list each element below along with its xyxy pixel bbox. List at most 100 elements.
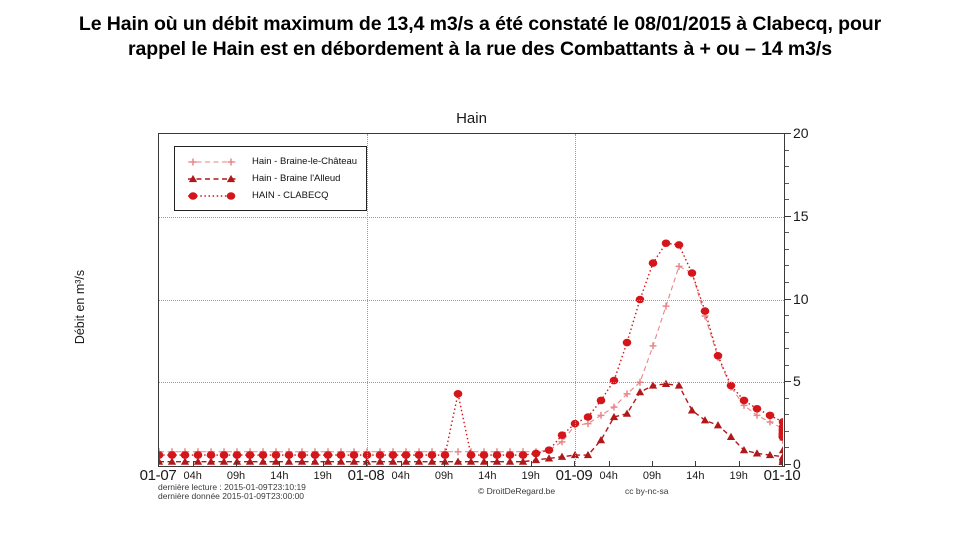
x-tick-label: 01-08 — [347, 467, 385, 484]
data-point — [518, 457, 528, 465]
data-point — [544, 446, 554, 454]
data-point — [610, 403, 618, 411]
data-point — [766, 418, 774, 426]
data-point — [661, 239, 671, 248]
data-point — [479, 457, 489, 465]
data-point — [479, 451, 489, 459]
data-point — [310, 451, 320, 459]
data-point — [492, 457, 502, 465]
data-point — [159, 451, 164, 459]
data-point — [687, 269, 697, 277]
data-point — [193, 451, 203, 459]
y-tick-mark-minor — [785, 331, 789, 333]
copyright-caption: © DroitDeRegard.be — [478, 486, 556, 496]
data-point — [159, 448, 163, 456]
y-tick-mark — [785, 381, 791, 383]
data-point — [635, 388, 645, 396]
data-point — [726, 381, 736, 390]
data-point — [388, 451, 398, 459]
data-point — [414, 451, 424, 459]
data-point — [648, 259, 658, 267]
data-point — [180, 451, 190, 459]
x-tick-label: 04h — [599, 470, 618, 482]
data-point — [662, 302, 670, 310]
data-point — [453, 390, 463, 398]
y-tick-mark — [785, 298, 791, 300]
data-point — [349, 457, 359, 465]
x-tick-mark — [738, 461, 740, 467]
data-point — [440, 457, 450, 465]
gridline-horizontal — [159, 216, 784, 218]
data-point — [531, 455, 541, 464]
y-tick-mark-minor — [785, 414, 789, 416]
data-point — [648, 381, 658, 389]
y-tick-label: 5 — [793, 373, 801, 390]
legend-label: HAIN - CLABECQ — [252, 190, 329, 201]
y-tick-mark-minor — [785, 364, 789, 366]
y-tick-mark-minor — [785, 281, 789, 283]
x-tick-label: 14h — [270, 470, 289, 482]
data-point — [583, 413, 593, 421]
legend-item-3[interactable]: HAIN - CLABECQ — [182, 187, 357, 204]
x-tick-mark — [574, 461, 575, 467]
y-tick-mark-minor — [785, 182, 789, 184]
chart-figure: Hain Débit en m³/s Hain - Braine-le-Chât… — [0, 110, 960, 510]
data-point — [206, 457, 216, 465]
gridline-horizontal — [159, 299, 784, 301]
y-tick-label: 0 — [793, 456, 801, 472]
legend-item-2[interactable]: Hain - Braine l'Alleud — [182, 170, 357, 187]
data-point — [284, 457, 294, 465]
data-point — [258, 457, 268, 465]
data-point — [752, 449, 762, 457]
y-tick-mark-minor — [785, 166, 789, 168]
y-tick-label: 15 — [793, 207, 809, 224]
data-point — [297, 457, 307, 465]
data-point — [232, 451, 242, 459]
data-point — [557, 431, 567, 439]
legend-item-1[interactable]: Hain - Braine-le-Château — [182, 153, 357, 170]
data-point — [336, 451, 346, 459]
data-point — [675, 262, 683, 270]
data-point — [739, 396, 749, 405]
data-point — [622, 409, 632, 417]
data-point — [180, 457, 190, 465]
data-point — [778, 445, 783, 454]
data-point — [661, 379, 671, 388]
data-point — [597, 411, 605, 419]
x-tick-label: 04h — [391, 470, 410, 482]
data-point — [531, 449, 541, 458]
data-point — [596, 436, 606, 444]
gridline-vertical — [575, 134, 576, 466]
legend-label: Hain - Braine l'Alleud — [252, 173, 341, 184]
data-point — [700, 307, 710, 315]
data-point — [623, 390, 631, 398]
data-point — [739, 445, 749, 454]
x-tick-mark — [695, 461, 697, 467]
y-tick-mark-minor — [785, 315, 789, 317]
data-point — [310, 457, 320, 465]
data-point — [232, 457, 242, 465]
data-point — [349, 451, 359, 459]
x-tick-mark — [192, 461, 194, 467]
x-tick-mark — [279, 461, 281, 467]
data-point — [505, 451, 515, 459]
data-point — [779, 436, 783, 444]
data-point — [596, 396, 606, 405]
data-point — [752, 404, 762, 413]
data-point — [778, 424, 783, 433]
y-tick-mark-minor — [785, 199, 789, 201]
data-point — [427, 457, 437, 465]
x-tick-mark — [652, 461, 653, 467]
plot-area: Hain - Braine-le-Château Hain - Braine l'… — [158, 133, 785, 467]
data-point — [544, 454, 554, 462]
data-point — [584, 420, 592, 428]
y-tick-label: 10 — [793, 290, 809, 307]
page-title: Le Hain où un débit maximum de 13,4 m3/s… — [78, 13, 882, 60]
x-tick-label: 14h — [686, 470, 705, 482]
last-reading-caption: dernière lecture : 2015-01-09T23:10:19 — [158, 482, 306, 492]
x-tick-mark — [400, 461, 402, 467]
data-point — [258, 451, 268, 459]
x-tick-mark — [158, 461, 159, 467]
data-point — [713, 421, 723, 429]
y-tick-mark — [785, 215, 791, 217]
